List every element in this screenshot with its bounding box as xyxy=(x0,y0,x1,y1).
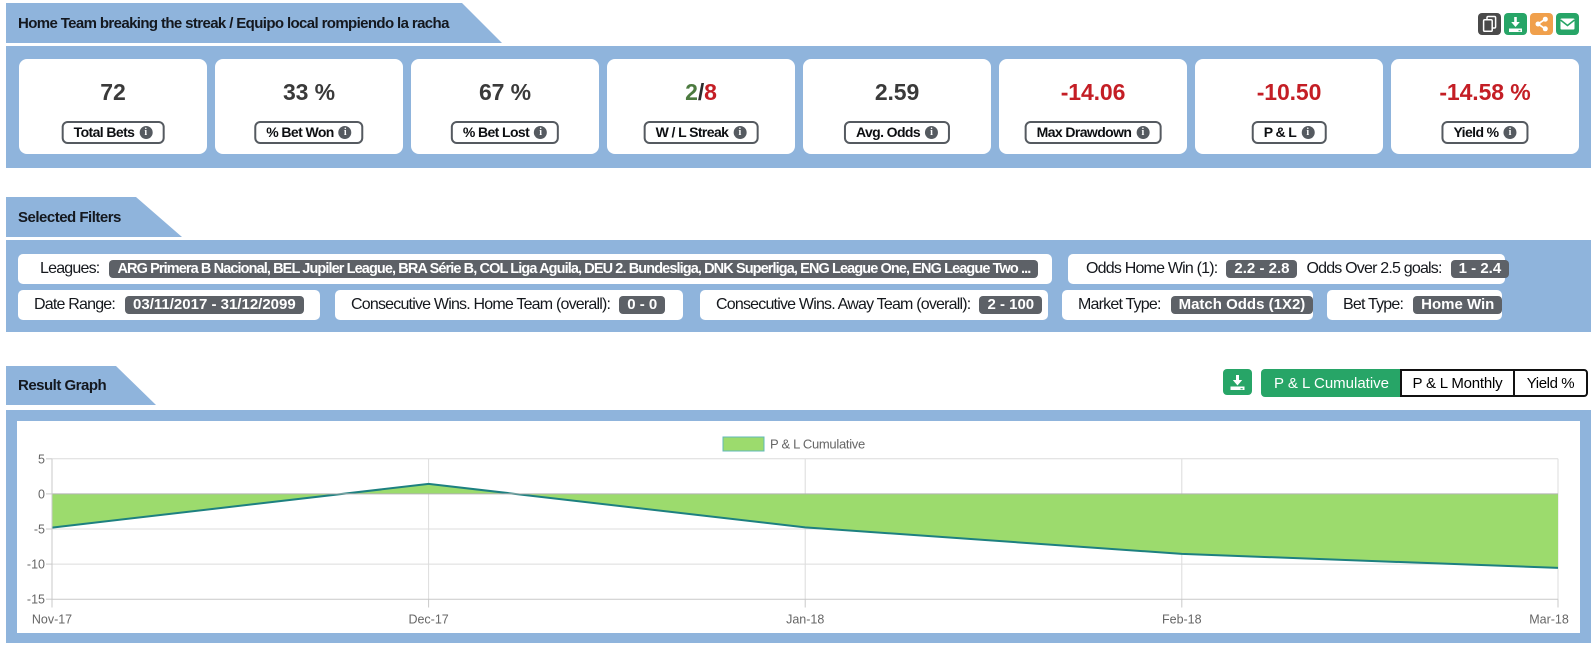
svg-text:5: 5 xyxy=(38,452,45,466)
svg-text:Mar-18: Mar-18 xyxy=(1529,613,1569,627)
svg-text:-15: -15 xyxy=(27,593,45,607)
svg-text:Jan-18: Jan-18 xyxy=(786,613,824,627)
svg-text:Feb-18: Feb-18 xyxy=(1162,613,1202,627)
svg-text:Dec-17: Dec-17 xyxy=(408,613,448,627)
svg-text:Nov-17: Nov-17 xyxy=(32,613,72,627)
svg-text:-5: -5 xyxy=(34,523,45,537)
svg-text:-10: -10 xyxy=(27,558,45,572)
svg-text:P & L Cumulative: P & L Cumulative xyxy=(770,437,865,452)
svg-text:0: 0 xyxy=(38,487,45,501)
